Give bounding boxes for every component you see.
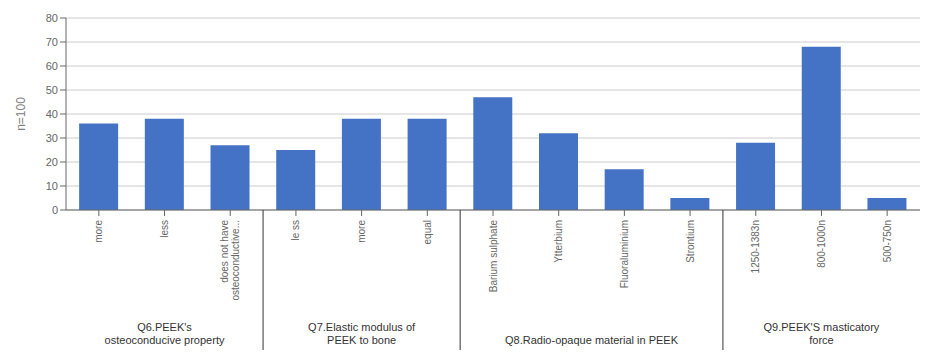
svg-text:800-1000n: 800-1000n <box>816 220 827 268</box>
svg-text:less: less <box>159 220 170 238</box>
svg-text:500-750n: 500-750n <box>882 220 893 262</box>
svg-text:30: 30 <box>46 132 58 144</box>
svg-text:Q7.Elastic modulus of: Q7.Elastic modulus of <box>308 321 416 333</box>
svg-text:Q8.Radio-opaque material in PE: Q8.Radio-opaque material in PEEK <box>505 334 679 346</box>
svg-text:Barium sulphate: Barium sulphate <box>488 220 499 293</box>
svg-text:osteoconductive...: osteoconductive... <box>230 220 241 301</box>
svg-text:le ss: le ss <box>290 220 301 241</box>
svg-text:force: force <box>809 334 833 346</box>
svg-text:40: 40 <box>46 108 58 120</box>
svg-text:60: 60 <box>46 60 58 72</box>
svg-text:Strontium: Strontium <box>685 220 696 263</box>
svg-text:1250-1383n: 1250-1383n <box>750 220 761 273</box>
svg-text:20: 20 <box>46 156 58 168</box>
svg-text:10: 10 <box>46 180 58 192</box>
svg-text:Ytterbium: Ytterbium <box>553 220 564 263</box>
svg-text:50: 50 <box>46 84 58 96</box>
svg-text:more: more <box>93 220 104 243</box>
svg-text:Q9.PEEK'S masticatory: Q9.PEEK'S masticatory <box>764 321 880 333</box>
svg-text:0: 0 <box>52 204 58 216</box>
svg-text:PEEK to bone: PEEK to bone <box>327 334 396 346</box>
svg-text:osteoconducive property: osteoconducive property <box>105 334 225 346</box>
svg-text:does not have: does not have <box>219 220 230 283</box>
svg-text:n=100: n=100 <box>14 97 28 131</box>
svg-text:Q6.PEEK's: Q6.PEEK's <box>137 321 192 333</box>
svg-text:Fluoraluminium: Fluoraluminium <box>619 220 630 288</box>
svg-text:80: 80 <box>46 12 58 24</box>
svg-text:70: 70 <box>46 36 58 48</box>
svg-text:more: more <box>356 220 367 243</box>
svg-text:equal: equal <box>422 220 433 244</box>
